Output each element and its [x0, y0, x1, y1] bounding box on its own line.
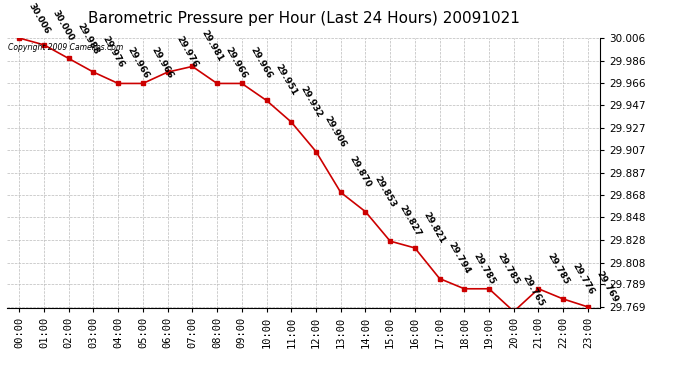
- Text: 29.827: 29.827: [397, 204, 422, 238]
- Text: 29.870: 29.870: [348, 155, 373, 190]
- Text: 29.785: 29.785: [496, 251, 521, 286]
- Text: 29.932: 29.932: [298, 84, 324, 119]
- Text: 29.785: 29.785: [471, 251, 497, 286]
- Text: 29.785: 29.785: [545, 251, 571, 286]
- Text: 29.821: 29.821: [422, 211, 447, 245]
- Text: 29.951: 29.951: [273, 63, 299, 98]
- Text: 29.976: 29.976: [175, 34, 200, 69]
- Text: 29.981: 29.981: [199, 29, 224, 64]
- Text: 30.006: 30.006: [26, 1, 51, 35]
- Text: 29.906: 29.906: [323, 114, 348, 149]
- Text: 29.966: 29.966: [248, 46, 274, 81]
- Text: 29.966: 29.966: [125, 46, 150, 81]
- Text: Copyright 2009 Camelios.com: Copyright 2009 Camelios.com: [8, 43, 124, 52]
- Text: Barometric Pressure per Hour (Last 24 Hours) 20091021: Barometric Pressure per Hour (Last 24 Ho…: [88, 11, 520, 26]
- Text: 29.794: 29.794: [446, 241, 472, 276]
- Text: 29.765: 29.765: [521, 274, 546, 309]
- Text: 29.776: 29.776: [570, 261, 595, 296]
- Text: 29.966: 29.966: [150, 46, 175, 81]
- Text: 29.966: 29.966: [224, 46, 249, 81]
- Text: 29.769: 29.769: [595, 269, 620, 304]
- Text: 30.000: 30.000: [51, 8, 76, 42]
- Text: 29.976: 29.976: [100, 34, 126, 69]
- Text: 29.853: 29.853: [373, 174, 397, 209]
- Text: 29.988: 29.988: [76, 21, 101, 56]
